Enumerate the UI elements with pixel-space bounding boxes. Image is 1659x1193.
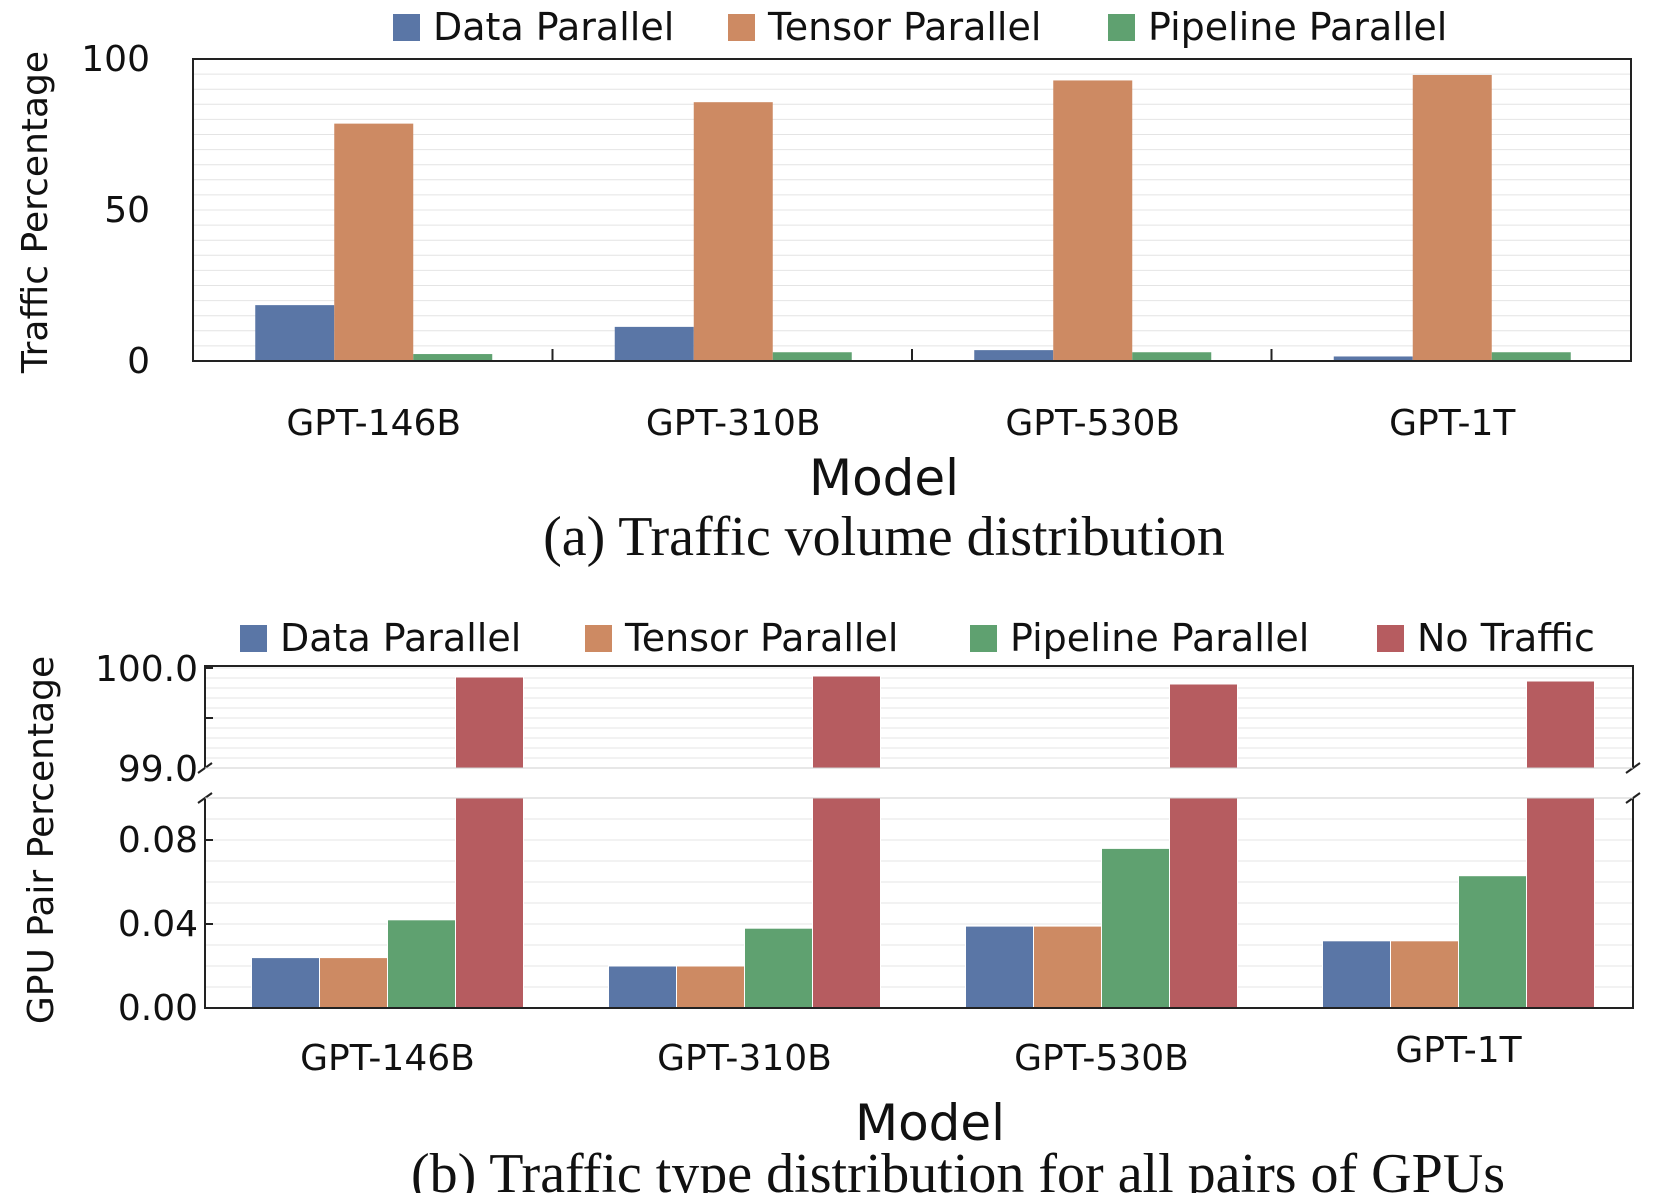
y-tick-marks-b bbox=[205, 667, 213, 925]
bar-a-gpt-146b-pipeline-parallel bbox=[413, 354, 493, 361]
bar-b-gpt-530b-tensor-parallel bbox=[1033, 925, 1102, 1009]
x-axis-label-a: Model bbox=[809, 449, 959, 507]
bar-b-gpt-1t-data-parallel bbox=[1322, 940, 1391, 1009]
bar-b-gpt-1t-no-traffic-upper bbox=[1526, 680, 1595, 769]
bar-a-gpt-146b-data-parallel bbox=[255, 305, 335, 361]
axis-break-right bbox=[1625, 762, 1641, 804]
x-category-labels-b: GPT-146B GPT-310B GPT-530B GPT-1T bbox=[300, 1030, 1522, 1079]
bar-b-gpt-146b-no-traffic-upper bbox=[455, 676, 524, 769]
chart-a: Data Parallel Tensor Parallel Pipeline Par… bbox=[15, 5, 1632, 568]
caption-b: (b) Traffic type distribution for all pa… bbox=[411, 1143, 1505, 1193]
legend-label-b-tensor-parallel: Tensor Parallel bbox=[624, 616, 898, 660]
bar-b-gpt-530b-pipeline-parallel bbox=[1101, 847, 1170, 1009]
bar-b-gpt-1t-pipeline-parallel bbox=[1458, 875, 1527, 1009]
legend-a: Data Parallel Tensor Parallel Pipeline Par… bbox=[393, 5, 1447, 49]
bar-b-gpt-1t-no-traffic-lower bbox=[1526, 797, 1595, 1009]
x-tick-label-b-gpt-1t: GPT-1T bbox=[1395, 1030, 1522, 1071]
legend-swatch-a-tensor-parallel bbox=[728, 14, 755, 41]
plot-frame-b-upper bbox=[204, 665, 1634, 768]
legend-swatch-b-no-traffic bbox=[1377, 625, 1404, 652]
y-tick-b-upper-99: 99.0 bbox=[118, 749, 198, 790]
legend-label-b-no-traffic: No Traffic bbox=[1417, 616, 1595, 660]
x-axis-label-b: Model bbox=[855, 1094, 1005, 1152]
y-tick-a-0: 0 bbox=[127, 341, 150, 382]
y-tick-b-lower-0: 0.00 bbox=[118, 988, 198, 1029]
chart-b: Data Parallel Tensor Parallel Pipeline Par… bbox=[21, 616, 1641, 1193]
legend-swatch-b-pipeline-parallel bbox=[970, 625, 997, 652]
x-tick-label-a-gpt-530b: GPT-530B bbox=[1005, 403, 1180, 444]
x-tick-label-a-gpt-1t: GPT-1T bbox=[1389, 403, 1516, 444]
plot-frame-b-lower bbox=[204, 798, 1634, 1009]
bar-b-gpt-530b-no-traffic-lower bbox=[1169, 797, 1238, 1009]
bar-b-gpt-1t-tensor-parallel bbox=[1390, 940, 1459, 1009]
legend-label-b-data-parallel: Data Parallel bbox=[280, 616, 521, 660]
x-tick-label-b-gpt-310b: GPT-310B bbox=[657, 1038, 832, 1079]
axis-break-left bbox=[197, 762, 213, 804]
x-tick-label-b-gpt-146b: GPT-146B bbox=[300, 1038, 475, 1079]
bar-b-gpt-310b-data-parallel bbox=[608, 965, 677, 1009]
x-tick-label-a-gpt-310b: GPT-310B bbox=[646, 403, 821, 444]
gridlines-a bbox=[193, 73, 1631, 347]
bar-a-gpt-530b-pipeline-parallel bbox=[1132, 352, 1212, 361]
bar-b-gpt-146b-pipeline-parallel bbox=[387, 919, 456, 1009]
bar-b-gpt-530b-no-traffic-upper bbox=[1169, 683, 1238, 769]
legend-swatch-b-tensor-parallel bbox=[585, 625, 612, 652]
y-tick-b-lower-004: 0.04 bbox=[118, 904, 198, 945]
bar-a-gpt-530b-data-parallel bbox=[974, 350, 1054, 361]
y-tick-b-upper-100: 100.0 bbox=[95, 649, 198, 690]
x-tick-label-b-gpt-530b: GPT-530B bbox=[1014, 1038, 1189, 1079]
bar-a-gpt-530b-tensor-parallel bbox=[1053, 80, 1133, 361]
bar-b-gpt-310b-pipeline-parallel bbox=[744, 927, 813, 1009]
y-tick-a-100: 100 bbox=[81, 39, 150, 80]
x-tick-label-a-gpt-146b: GPT-146B bbox=[286, 403, 461, 444]
legend-label-a-pipeline-parallel: Pipeline Parallel bbox=[1148, 5, 1447, 49]
bar-b-gpt-146b-data-parallel bbox=[251, 957, 320, 1009]
legend-swatch-a-pipeline-parallel bbox=[1108, 14, 1135, 41]
bars-b bbox=[251, 675, 1595, 1009]
bar-b-gpt-146b-tensor-parallel bbox=[319, 957, 388, 1009]
bar-a-gpt-310b-data-parallel bbox=[614, 326, 694, 361]
y-axis-label-a: Traffic Percentage bbox=[15, 51, 56, 374]
axis-break-gap-line bbox=[205, 767, 1633, 799]
bar-b-gpt-310b-no-traffic-upper bbox=[812, 675, 881, 769]
bars-a bbox=[255, 75, 1571, 362]
bar-a-gpt-1t-tensor-parallel bbox=[1412, 75, 1492, 362]
legend-label-a-tensor-parallel: Tensor Parallel bbox=[767, 5, 1041, 49]
bar-b-gpt-310b-tensor-parallel bbox=[676, 965, 745, 1009]
x-ticks-a bbox=[551, 349, 1273, 361]
legend-label-a-data-parallel: Data Parallel bbox=[433, 5, 674, 49]
x-category-labels-a: GPT-146B GPT-310B GPT-530B GPT-1T bbox=[286, 403, 1516, 444]
bar-a-gpt-310b-tensor-parallel bbox=[693, 102, 773, 361]
bar-a-gpt-1t-data-parallel bbox=[1333, 356, 1413, 361]
y-tick-b-lower-008: 0.08 bbox=[118, 820, 198, 861]
legend-b: Data Parallel Tensor Parallel Pipeline Par… bbox=[240, 616, 1595, 660]
bar-b-gpt-530b-data-parallel bbox=[965, 925, 1034, 1009]
bar-a-gpt-1t-pipeline-parallel bbox=[1491, 352, 1571, 361]
y-tick-a-50: 50 bbox=[104, 190, 150, 231]
y-axis-label-b: GPU Pair Percentage bbox=[21, 656, 62, 1024]
bar-a-gpt-146b-tensor-parallel bbox=[334, 123, 414, 362]
legend-swatch-a-data-parallel bbox=[393, 14, 420, 41]
legend-label-b-pipeline-parallel: Pipeline Parallel bbox=[1010, 616, 1309, 660]
bar-a-gpt-310b-pipeline-parallel bbox=[772, 352, 852, 361]
caption-a: (a) Traffic volume distribution bbox=[543, 506, 1225, 568]
bar-b-gpt-146b-no-traffic-lower bbox=[455, 797, 524, 1009]
gridlines-b bbox=[205, 667, 1633, 988]
bar-b-gpt-310b-no-traffic-lower bbox=[812, 797, 881, 1009]
legend-swatch-b-data-parallel bbox=[240, 625, 267, 652]
